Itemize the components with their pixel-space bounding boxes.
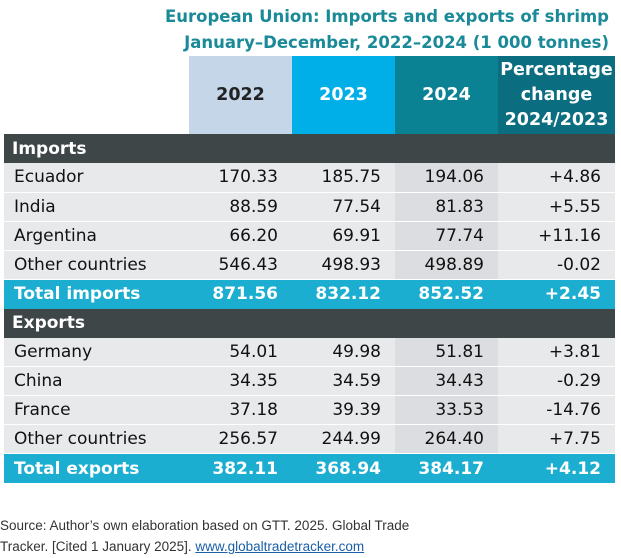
- table-row: France 37.18 39.39 33.53 -14.76: [4, 395, 615, 425]
- table-title: European Union: Imports and exports of s…: [165, 4, 609, 56]
- value-pct-change: +11.16: [498, 221, 615, 251]
- value-2024: 34.43: [395, 366, 498, 396]
- value-2022: 256.57: [189, 424, 292, 454]
- country-cell: Ecuador: [4, 163, 189, 193]
- value-pct-change: -0.29: [498, 366, 615, 396]
- value-2023: 77.54: [292, 192, 395, 222]
- value-2022: 546.43: [189, 250, 292, 280]
- section-label-exports: Exports: [4, 308, 615, 338]
- value-2023: 34.59: [292, 366, 395, 396]
- value-2024: 194.06: [395, 163, 498, 193]
- source-note: Source: Author’s own elaboration based o…: [0, 515, 621, 557]
- value-2024: 498.89: [395, 250, 498, 280]
- value-2023: 49.98: [292, 337, 395, 367]
- value-2024: 77.74: [395, 221, 498, 251]
- header-blank-cell: [4, 56, 189, 134]
- value-2023: 39.39: [292, 395, 395, 425]
- header-row: 2022 2023 2024 Percentage change 2024/20…: [4, 56, 615, 134]
- header-2024: 2024: [395, 56, 498, 134]
- section-label-imports: Imports: [4, 134, 615, 163]
- value-pct-change: +7.75: [498, 424, 615, 454]
- value-pct-change: -0.02: [498, 250, 615, 280]
- shrimp-trade-table: 2022 2023 2024 Percentage change 2024/20…: [4, 56, 615, 483]
- source-citation-text: Tracker. [Cited 1 January 2025].: [0, 539, 196, 554]
- value-2022: 34.35: [189, 366, 292, 396]
- table-row: India 88.59 77.54 81.83 +5.55: [4, 192, 615, 222]
- total-2024: 852.52: [395, 279, 498, 309]
- table-row: Germany 54.01 49.98 51.81 +3.81: [4, 337, 615, 367]
- title-line-1: European Union: Imports and exports of s…: [164, 7, 609, 26]
- country-cell: India: [4, 192, 189, 222]
- value-pct-change: +4.86: [498, 163, 615, 193]
- header-pct-line-1: Percentage: [500, 59, 613, 80]
- header-pct-line-2: change: [520, 84, 593, 105]
- table-row: Ecuador 170.33 185.75 194.06 +4.86: [4, 163, 615, 193]
- value-pct-change: -14.76: [498, 395, 615, 425]
- total-label: Total imports: [4, 279, 189, 309]
- value-2023: 244.99: [292, 424, 395, 454]
- value-2023: 185.75: [292, 163, 395, 193]
- total-2023: 368.94: [292, 453, 395, 483]
- value-2022: 66.20: [189, 221, 292, 251]
- value-pct-change: +3.81: [498, 337, 615, 367]
- header-2023: 2023: [292, 56, 395, 134]
- total-label: Total exports: [4, 453, 189, 483]
- value-2023: 69.91: [292, 221, 395, 251]
- table-row: Argentina 66.20 69.91 77.74 +11.16: [4, 221, 615, 251]
- country-cell: Argentina: [4, 221, 189, 251]
- value-2022: 54.01: [189, 337, 292, 367]
- source-link[interactable]: www.globaltradetracker.com: [195, 539, 365, 554]
- total-2022: 382.11: [189, 453, 292, 483]
- section-row-imports: Imports: [4, 134, 615, 163]
- country-cell: France: [4, 395, 189, 425]
- table-row: Other countries 256.57 244.99 264.40 +7.…: [4, 424, 615, 454]
- header-percentage-change: Percentage change 2024/2023: [498, 56, 615, 134]
- value-2024: 33.53: [395, 395, 498, 425]
- value-2024: 81.83: [395, 192, 498, 222]
- country-cell: Germany: [4, 337, 189, 367]
- total-row-imports: Total imports 871.56 832.12 852.52 +2.45: [4, 279, 615, 309]
- total-pct-change: +4.12: [498, 453, 615, 483]
- header-2022: 2022: [189, 56, 292, 134]
- total-2024: 384.17: [395, 453, 498, 483]
- total-pct-change: +2.45: [498, 279, 615, 309]
- country-cell: China: [4, 366, 189, 396]
- total-row-exports: Total exports 382.11 368.94 384.17 +4.12: [4, 453, 615, 483]
- total-2023: 832.12: [292, 279, 395, 309]
- value-2022: 37.18: [189, 395, 292, 425]
- value-2023: 498.93: [292, 250, 395, 280]
- table-row: China 34.35 34.59 34.43 -0.29: [4, 366, 615, 396]
- value-2022: 88.59: [189, 192, 292, 222]
- source-line-1: Source: Author’s own elaboration based o…: [0, 518, 410, 533]
- title-line-2: January–December, 2022–2024 (1 000 tonne…: [184, 33, 609, 52]
- value-2024: 51.81: [395, 337, 498, 367]
- table-row: Other countries 546.43 498.93 498.89 -0.…: [4, 250, 615, 280]
- section-row-exports: Exports: [4, 308, 615, 338]
- country-cell: Other countries: [4, 424, 189, 454]
- value-2022: 170.33: [189, 163, 292, 193]
- country-cell: Other countries: [4, 250, 189, 280]
- value-pct-change: +5.55: [498, 192, 615, 222]
- total-2022: 871.56: [189, 279, 292, 309]
- value-2024: 264.40: [395, 424, 498, 454]
- header-pct-line-3: 2024/2023: [504, 109, 609, 130]
- source-line-2: Tracker. [Cited 1 January 2025]. www.glo…: [0, 536, 621, 557]
